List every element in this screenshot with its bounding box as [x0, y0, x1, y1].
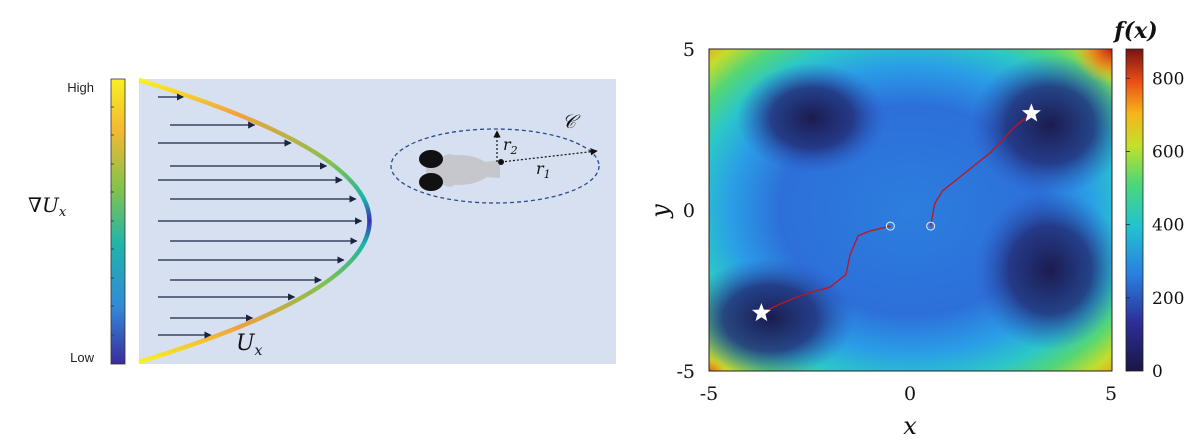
colorbar-tick-label: 200: [1152, 289, 1184, 309]
sensing-ellipse: [390, 128, 600, 204]
circle-marker: [885, 221, 895, 231]
right-panel: -5 0 5 5 0 -5 x y 800 600 400 200 0 f(x): [646, 18, 1184, 440]
trajectory-line: [761, 225, 891, 314]
y-tick-mid: 0: [683, 200, 695, 222]
r1-label: r1: [536, 159, 551, 181]
gradient-colorbar: [110, 78, 126, 365]
colorbar-low-label: Low: [70, 350, 94, 365]
fish-icon: [419, 150, 500, 191]
trajectory-line: [929, 112, 1032, 227]
r2-label: r2: [503, 135, 518, 157]
colorbar-high-label: High: [67, 80, 94, 95]
profile-label: Ux: [236, 331, 263, 359]
star-marker: [1021, 103, 1041, 122]
markers: [751, 103, 1041, 322]
velocity-profile-curve: [138, 77, 372, 365]
circle-marker: [926, 221, 936, 231]
heatmap-field: [709, 49, 1112, 371]
y-tick-min: -5: [676, 361, 695, 383]
colorbar-ticks: [111, 106, 114, 336]
x-tick-max: 5: [1105, 383, 1117, 405]
heatmap-frame: [708, 48, 1113, 372]
trajectories: [761, 112, 1032, 314]
gradient-quantity-label: ∇Ux: [28, 193, 67, 220]
star-marker: [751, 303, 771, 322]
left-panel: High Low ∇Ux Ux 𝒞 r1 r2: [28, 77, 616, 365]
colorbar-tick-label: 0: [1152, 362, 1163, 382]
colorbar-title: f(x): [1112, 18, 1157, 44]
x-axis-label: x: [903, 412, 917, 440]
x-tick-mid: 0: [904, 383, 916, 405]
y-tick-max: 5: [683, 39, 695, 61]
colorbar-tick-label: 400: [1152, 216, 1184, 236]
r1-arrow: [500, 148, 598, 163]
y-axis-label: y: [646, 204, 674, 219]
x-tick-min: -5: [700, 383, 719, 405]
value-colorbar-ticks: 800 600 400 200 0: [1126, 69, 1184, 382]
colorbar-tick-label: 600: [1152, 142, 1184, 162]
velocity-arrows: [158, 93, 363, 339]
value-colorbar: [1125, 48, 1144, 372]
colorbar-tick-label: 800: [1152, 69, 1184, 89]
